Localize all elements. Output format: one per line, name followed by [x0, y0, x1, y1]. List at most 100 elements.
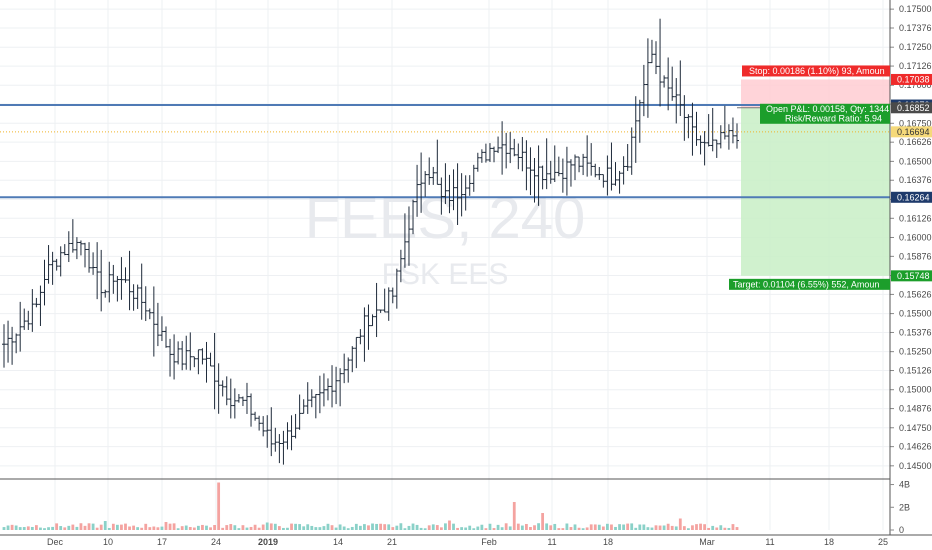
volume-bar: [298, 524, 302, 530]
price-label-box: [891, 102, 932, 114]
price-label-box: [891, 191, 932, 203]
volume-bar: [504, 523, 508, 530]
volume-bar: [512, 502, 516, 530]
volume-bar: [326, 523, 330, 530]
volume-bar: [209, 527, 212, 530]
volume-bar: [18, 527, 22, 530]
volume-bar: [606, 523, 609, 530]
volume-bar: [152, 526, 156, 530]
volume-bar: [561, 528, 565, 530]
volume-bar: [120, 524, 123, 530]
x-tick-label: 2019: [258, 537, 278, 547]
volume-bar: [650, 527, 654, 530]
volume-bar: [277, 526, 281, 530]
volume-bar: [468, 525, 472, 530]
volume-bar: [201, 524, 204, 530]
volume-bar: [601, 526, 605, 530]
volume-bar: [184, 525, 188, 530]
volume-bar: [318, 527, 322, 530]
volume-bar: [83, 525, 87, 530]
y-tick-label: 0.16626: [899, 137, 932, 147]
volume-bar: [156, 527, 160, 530]
volume-bar: [6, 525, 10, 530]
y-tick-label: 0.16000: [899, 232, 932, 242]
volume-tick-label: 0: [899, 525, 904, 535]
volume-bar: [569, 527, 573, 530]
volume-bar: [237, 528, 241, 530]
volume-bar: [654, 525, 658, 530]
volume-bar: [196, 525, 200, 530]
volume-bar: [79, 523, 83, 530]
volume-bar: [456, 527, 459, 530]
volume-bar: [691, 525, 694, 530]
volume-bar: [176, 528, 180, 530]
volume-bar: [286, 527, 289, 530]
price-label-text: 0.16852: [897, 103, 930, 113]
volume-bar: [537, 523, 540, 530]
volume-bar: [99, 524, 103, 530]
volume-bar: [294, 523, 297, 530]
volume-bar: [695, 524, 698, 530]
volume-bar: [646, 527, 650, 530]
x-tick-label: Feb: [481, 537, 497, 547]
target-label: Target: 0.01104 (6.55%) 552, Amoun: [733, 279, 879, 289]
volume-bar: [593, 524, 597, 530]
volume-bar: [22, 527, 26, 530]
volume-bar: [63, 527, 67, 530]
x-tick-label: 10: [103, 537, 113, 547]
volume-bar: [217, 482, 221, 530]
stop-zone: [741, 79, 890, 108]
x-tick-label: 18: [603, 537, 613, 547]
volume-bar: [707, 527, 711, 530]
volume-bar: [14, 525, 18, 530]
volume-bar: [464, 527, 468, 530]
volume-bar: [314, 527, 318, 530]
y-tick-label: 0.14750: [899, 423, 932, 433]
volume-bar: [520, 525, 524, 530]
volume-bar: [111, 523, 115, 530]
price-label-text: 0.16694: [897, 127, 930, 137]
volume-bar: [140, 527, 144, 530]
volume-bar: [715, 527, 719, 530]
volume-tick-label: 4B: [899, 480, 910, 490]
volume-bar: [354, 523, 358, 530]
volume-bar: [427, 525, 431, 530]
volume-bar: [670, 525, 674, 530]
risk-reward-label: Risk/Reward Ratio: 5.94: [785, 113, 882, 123]
price-label-text: 0.17038: [897, 74, 930, 84]
volume-bar: [245, 527, 249, 530]
volume-bar: [431, 524, 435, 530]
volume-bar: [10, 524, 14, 530]
volume-bar: [30, 526, 34, 530]
volume-bar: [148, 527, 152, 530]
volume-bar: [699, 523, 702, 530]
volume-bar: [674, 526, 678, 530]
volume-bar: [618, 524, 621, 530]
volume-bar: [516, 523, 520, 530]
volume-bar: [75, 526, 79, 530]
volume-bar: [188, 527, 192, 530]
position-tool[interactable]: [737, 79, 890, 276]
y-tick-label: 0.16376: [899, 175, 932, 185]
volume-bar: [350, 526, 354, 530]
volume-bar: [213, 525, 216, 530]
y-tick-label: 0.15376: [899, 327, 932, 337]
watermark-exchange: FSK EES: [382, 258, 509, 291]
x-tick-label: 14: [333, 537, 343, 547]
volume-bar: [419, 527, 423, 530]
target-zone: [741, 107, 890, 276]
x-tick-label: Mar: [699, 537, 715, 547]
volume-bar: [302, 526, 306, 530]
volume-bar: [423, 528, 427, 530]
y-tick-label: 0.15500: [899, 309, 932, 319]
y-tick-label: 0.15250: [899, 347, 932, 357]
volume-bar: [626, 523, 630, 530]
volume-bar: [687, 528, 690, 530]
volume-bar: [241, 525, 245, 530]
volume-bar: [71, 524, 75, 530]
volume-bar: [261, 524, 265, 530]
y-tick-label: 0.14500: [899, 461, 932, 471]
volume-bar: [233, 525, 237, 530]
volume-bar: [460, 527, 464, 530]
